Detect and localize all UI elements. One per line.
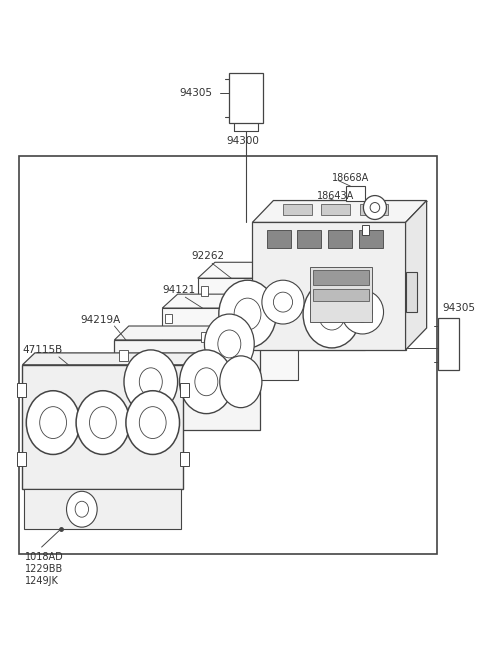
Bar — [17, 453, 26, 466]
Ellipse shape — [219, 280, 276, 348]
Bar — [229, 73, 263, 123]
Ellipse shape — [303, 280, 360, 348]
Ellipse shape — [26, 391, 80, 455]
Bar — [346, 185, 365, 200]
Bar — [312, 271, 369, 285]
Ellipse shape — [341, 290, 384, 334]
Ellipse shape — [139, 368, 162, 396]
Circle shape — [370, 202, 380, 212]
Ellipse shape — [139, 407, 166, 439]
Bar — [119, 350, 128, 361]
Bar — [198, 278, 365, 350]
Text: 1229BB: 1229BB — [25, 564, 63, 574]
Bar — [310, 267, 372, 322]
Bar — [252, 223, 406, 350]
Ellipse shape — [75, 501, 88, 517]
Ellipse shape — [67, 491, 97, 527]
Ellipse shape — [353, 302, 372, 322]
Ellipse shape — [195, 368, 218, 396]
Text: 47115B: 47115B — [23, 345, 63, 355]
Ellipse shape — [126, 391, 180, 455]
Bar — [297, 231, 321, 248]
Text: 92262: 92262 — [191, 252, 224, 261]
Bar — [17, 383, 26, 397]
Bar — [119, 409, 128, 420]
Text: 1249JK: 1249JK — [25, 576, 59, 586]
Polygon shape — [406, 200, 427, 350]
Polygon shape — [252, 200, 427, 223]
Ellipse shape — [234, 298, 261, 330]
Circle shape — [363, 196, 386, 219]
Ellipse shape — [274, 292, 292, 312]
Ellipse shape — [204, 314, 254, 374]
Text: 18668A: 18668A — [332, 173, 369, 183]
Bar — [406, 272, 417, 312]
Bar — [162, 308, 298, 380]
Bar — [19, 156, 437, 554]
Bar — [165, 314, 172, 323]
Bar — [180, 383, 189, 397]
Bar — [165, 365, 172, 374]
Polygon shape — [162, 294, 313, 308]
Bar — [180, 453, 189, 466]
Bar — [201, 332, 208, 342]
Ellipse shape — [218, 330, 241, 358]
Polygon shape — [198, 262, 383, 278]
Polygon shape — [114, 326, 275, 340]
Text: 1018AD: 1018AD — [25, 552, 64, 562]
Bar — [267, 231, 290, 248]
Ellipse shape — [40, 407, 67, 439]
Bar — [438, 318, 459, 370]
Bar — [360, 204, 388, 215]
Bar — [283, 204, 312, 215]
Text: 94305: 94305 — [180, 88, 213, 98]
Ellipse shape — [318, 298, 345, 330]
Ellipse shape — [124, 350, 178, 414]
Text: 94305: 94305 — [442, 303, 475, 313]
Bar — [23, 365, 183, 489]
Bar — [321, 204, 350, 215]
Bar — [361, 225, 369, 235]
Bar — [114, 340, 260, 430]
Ellipse shape — [180, 350, 233, 414]
Ellipse shape — [89, 407, 116, 439]
Polygon shape — [23, 353, 196, 365]
Text: 94121: 94121 — [162, 285, 195, 295]
Text: 18643A: 18643A — [317, 191, 355, 200]
Ellipse shape — [220, 356, 262, 407]
Text: 94300: 94300 — [227, 136, 259, 146]
Bar — [359, 231, 383, 248]
Bar — [201, 286, 208, 296]
Bar — [312, 289, 369, 301]
Ellipse shape — [76, 391, 130, 455]
Bar — [328, 231, 352, 248]
Bar — [24, 489, 181, 529]
Ellipse shape — [262, 280, 304, 324]
Text: 94219A: 94219A — [80, 315, 120, 325]
